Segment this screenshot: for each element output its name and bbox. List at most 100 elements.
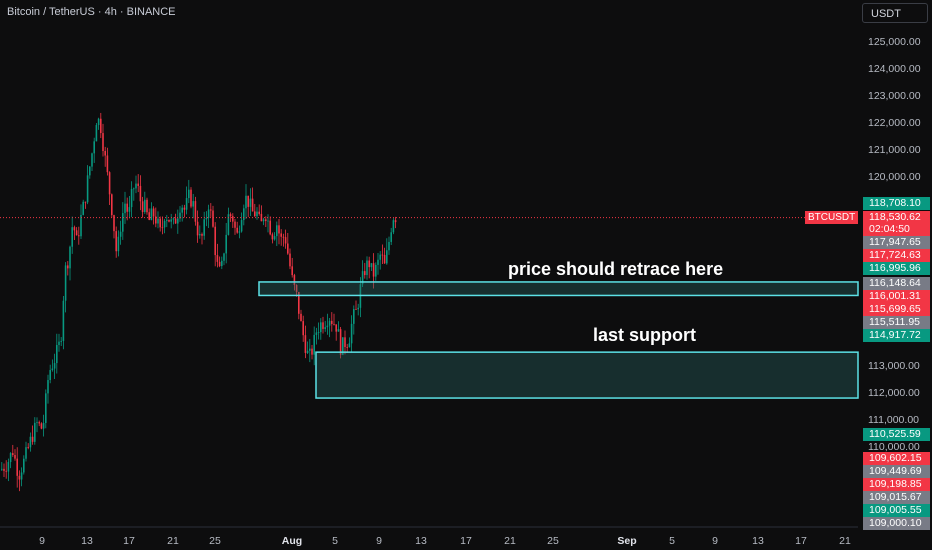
candle-body	[124, 203, 126, 214]
x-tick-label: 9	[712, 535, 718, 547]
candle-body	[130, 188, 133, 208]
price-label: 114,917.72	[863, 329, 930, 342]
candle-body	[287, 243, 289, 254]
candle-body	[51, 368, 54, 371]
candle-body	[58, 341, 60, 346]
candle-body	[346, 346, 348, 348]
candle-body	[117, 236, 120, 252]
candle-body	[34, 422, 36, 442]
candle-body	[284, 237, 287, 244]
x-tick-label: 17	[460, 535, 472, 547]
candle-body	[16, 458, 18, 476]
candle-body	[357, 307, 359, 310]
candle-body	[210, 209, 212, 211]
candle-body	[27, 447, 29, 448]
candle-body	[192, 201, 194, 207]
price-label: 109,005.55	[863, 504, 930, 517]
candle-body	[133, 188, 135, 190]
price-label: 116,148.64	[863, 277, 930, 290]
candle-body	[78, 235, 80, 237]
candle-body	[234, 221, 236, 228]
support-annotation: last support	[593, 325, 697, 345]
candle-body	[128, 207, 131, 212]
candle-body	[12, 453, 14, 455]
candle-body	[333, 323, 335, 325]
candle-body	[38, 422, 40, 424]
candle-body	[331, 320, 333, 324]
candle-body	[256, 211, 258, 217]
x-tick-label: 17	[123, 535, 135, 547]
candle-body	[232, 216, 234, 222]
candle-body	[166, 219, 168, 221]
candle-body	[236, 227, 238, 233]
candle-body	[174, 218, 177, 224]
candle-body	[73, 227, 76, 231]
candle-body	[229, 214, 232, 217]
candle-body	[102, 133, 104, 151]
y-tick-label: 124,000.00	[868, 63, 921, 75]
x-tick-label: 13	[752, 535, 764, 547]
candle-body	[100, 118, 102, 134]
candle-body	[40, 423, 43, 429]
candle-body	[185, 198, 188, 210]
candle-body	[172, 218, 175, 220]
x-tick-label: 13	[81, 535, 93, 547]
currency-button[interactable]: USDT	[862, 3, 928, 23]
candle-body	[7, 462, 10, 472]
x-tick-label: Aug	[281, 535, 303, 547]
x-tick-label: Sep	[617, 535, 637, 547]
candle-body	[137, 183, 139, 186]
x-tick-label: 5	[332, 535, 338, 547]
candle-body	[328, 320, 331, 326]
candle-body	[271, 234, 274, 240]
y-tick-label: 111,000.00	[868, 414, 919, 426]
candle-body	[152, 208, 155, 217]
candle-body	[265, 219, 267, 221]
candle-body	[188, 189, 190, 199]
candle-body	[306, 350, 309, 353]
candle-body	[18, 475, 21, 480]
candle-body	[337, 329, 340, 332]
y-tick-label: 112,000.00	[868, 387, 920, 399]
price-label: 109,449.69	[863, 465, 930, 478]
candle-body	[335, 324, 337, 332]
candle-body	[317, 332, 320, 333]
price-label: 109,000.10	[863, 517, 930, 530]
candle-body	[368, 260, 370, 268]
candle-body	[254, 211, 256, 217]
candle-body	[53, 363, 56, 369]
x-tick-label: 25	[547, 535, 559, 547]
candle-body	[122, 213, 124, 232]
candle-body	[339, 329, 342, 355]
candle-body	[311, 348, 313, 355]
candle-body	[355, 309, 357, 310]
x-tick-label: 21	[504, 535, 516, 547]
candle-body	[36, 422, 38, 424]
candle-body	[108, 172, 111, 195]
price-label: 117,724.63	[863, 249, 930, 262]
candle-body	[20, 472, 23, 480]
candle-body	[218, 261, 221, 267]
candle-body	[29, 436, 32, 448]
chart-title: Bitcoin / TetherUS · 4h · BINANCE	[7, 6, 176, 18]
candle-body	[64, 265, 67, 301]
candle-body	[141, 201, 144, 212]
candle-body	[56, 345, 58, 364]
price-label: 02:04:50	[863, 223, 930, 236]
candle-body	[295, 285, 298, 292]
y-tick-label: 121,000.00	[868, 144, 921, 156]
candle-body	[381, 254, 384, 256]
candle-body	[139, 185, 142, 202]
candle-body	[190, 189, 192, 207]
candle-body	[69, 246, 71, 269]
candle-body	[135, 183, 137, 189]
candle-body	[115, 231, 117, 252]
candle-body	[344, 337, 346, 347]
candle-body	[148, 212, 150, 220]
candle-body	[293, 275, 296, 286]
candle-body	[45, 393, 47, 423]
candle-body	[113, 215, 115, 232]
price-label: 109,602.15	[863, 452, 930, 465]
candle-body	[278, 225, 280, 234]
